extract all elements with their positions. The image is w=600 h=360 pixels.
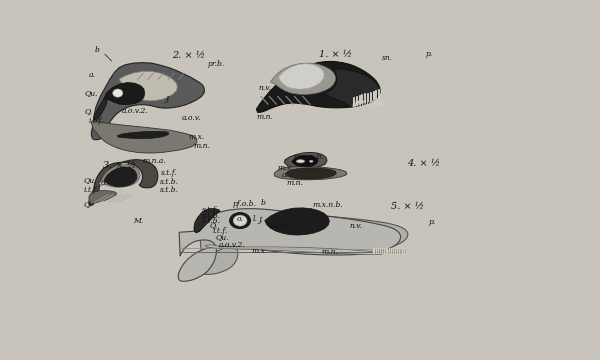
Text: o.: o. — [237, 215, 244, 223]
Text: Q.: Q. — [84, 107, 92, 115]
Text: b: b — [261, 199, 266, 207]
Polygon shape — [286, 168, 337, 179]
Text: a.: a. — [89, 71, 96, 79]
Text: s.t.b.: s.t.b. — [202, 217, 221, 225]
Text: pf.o.b.: pf.o.b. — [233, 200, 257, 208]
Polygon shape — [324, 69, 380, 107]
Polygon shape — [104, 167, 137, 187]
Polygon shape — [256, 62, 380, 112]
Text: n.v.: n.v. — [259, 84, 272, 91]
Ellipse shape — [310, 160, 313, 162]
Polygon shape — [178, 209, 401, 281]
Text: i.t.f.: i.t.f. — [89, 117, 104, 125]
Polygon shape — [265, 208, 329, 235]
Polygon shape — [101, 164, 140, 187]
Ellipse shape — [230, 212, 251, 229]
Text: s.t.f.: s.t.f. — [161, 170, 178, 177]
Text: m.x.: m.x. — [189, 134, 205, 141]
Text: Q.: Q. — [83, 200, 92, 208]
Text: m.x.n.b.: m.x.n.b. — [293, 153, 324, 161]
Text: M.: M. — [133, 217, 143, 225]
Text: m.n.: m.n. — [287, 179, 304, 187]
Polygon shape — [119, 72, 178, 101]
Text: o.: o. — [101, 179, 107, 187]
Polygon shape — [270, 63, 335, 94]
Text: a.o.v.: a.o.v. — [270, 222, 290, 230]
Polygon shape — [92, 121, 197, 153]
Text: 5. × ½: 5. × ½ — [391, 202, 424, 211]
Text: i.t.f.: i.t.f. — [83, 186, 99, 194]
Polygon shape — [194, 209, 220, 233]
Polygon shape — [278, 64, 324, 89]
Text: m.x.: m.x. — [252, 247, 268, 255]
Polygon shape — [205, 245, 382, 255]
Text: 4. × ½: 4. × ½ — [407, 159, 440, 168]
Ellipse shape — [233, 215, 247, 226]
Text: a.o.v.2.: a.o.v.2. — [121, 107, 148, 115]
Text: s.t.b.: s.t.b. — [160, 178, 179, 186]
Polygon shape — [91, 63, 204, 140]
Text: 2. × ½: 2. × ½ — [172, 51, 206, 60]
Text: m.n.: m.n. — [194, 142, 211, 150]
Polygon shape — [94, 96, 107, 121]
Text: a.o.v.: a.o.v. — [182, 114, 202, 122]
Text: m.x.: m.x. — [277, 165, 293, 172]
Text: m.n.: m.n. — [322, 248, 338, 256]
Text: pr.b.: pr.b. — [208, 60, 225, 68]
Text: a.: a. — [282, 171, 289, 179]
Text: Qu.: Qu. — [83, 176, 97, 184]
Text: p.: p. — [426, 50, 433, 58]
Text: m.x.n.b.: m.x.n.b. — [312, 201, 343, 210]
Polygon shape — [89, 159, 158, 205]
Text: a.o.v.2.: a.o.v.2. — [219, 241, 246, 249]
Text: 3. × ½: 3. × ½ — [103, 161, 136, 170]
Polygon shape — [200, 210, 408, 274]
Text: b: b — [95, 46, 100, 54]
Ellipse shape — [100, 182, 104, 185]
Polygon shape — [284, 152, 327, 169]
Text: i.t.f.: i.t.f. — [212, 227, 227, 235]
Text: n.v.: n.v. — [349, 222, 362, 230]
Polygon shape — [117, 131, 169, 139]
Text: J.: J. — [259, 216, 263, 224]
Polygon shape — [104, 82, 145, 105]
Text: s.t.b.: s.t.b. — [160, 186, 179, 194]
Text: Qu.: Qu. — [84, 89, 98, 97]
Text: 1. × ½: 1. × ½ — [319, 50, 352, 59]
Polygon shape — [292, 155, 318, 167]
Text: m.n.a.: m.n.a. — [142, 157, 166, 165]
Text: m.n.: m.n. — [256, 113, 273, 121]
Polygon shape — [274, 167, 347, 180]
Text: sn.: sn. — [382, 54, 393, 62]
Text: p.: p. — [428, 218, 436, 226]
Text: Q.: Q. — [210, 221, 218, 229]
Polygon shape — [89, 191, 117, 204]
Ellipse shape — [296, 159, 305, 163]
Ellipse shape — [113, 89, 123, 97]
Text: l.: l. — [253, 215, 257, 223]
Text: J.: J. — [166, 95, 170, 103]
Text: s.t.b.: s.t.b. — [202, 212, 221, 220]
Text: Qu.: Qu. — [216, 233, 229, 241]
Text: s.t.f.: s.t.f. — [202, 206, 218, 214]
